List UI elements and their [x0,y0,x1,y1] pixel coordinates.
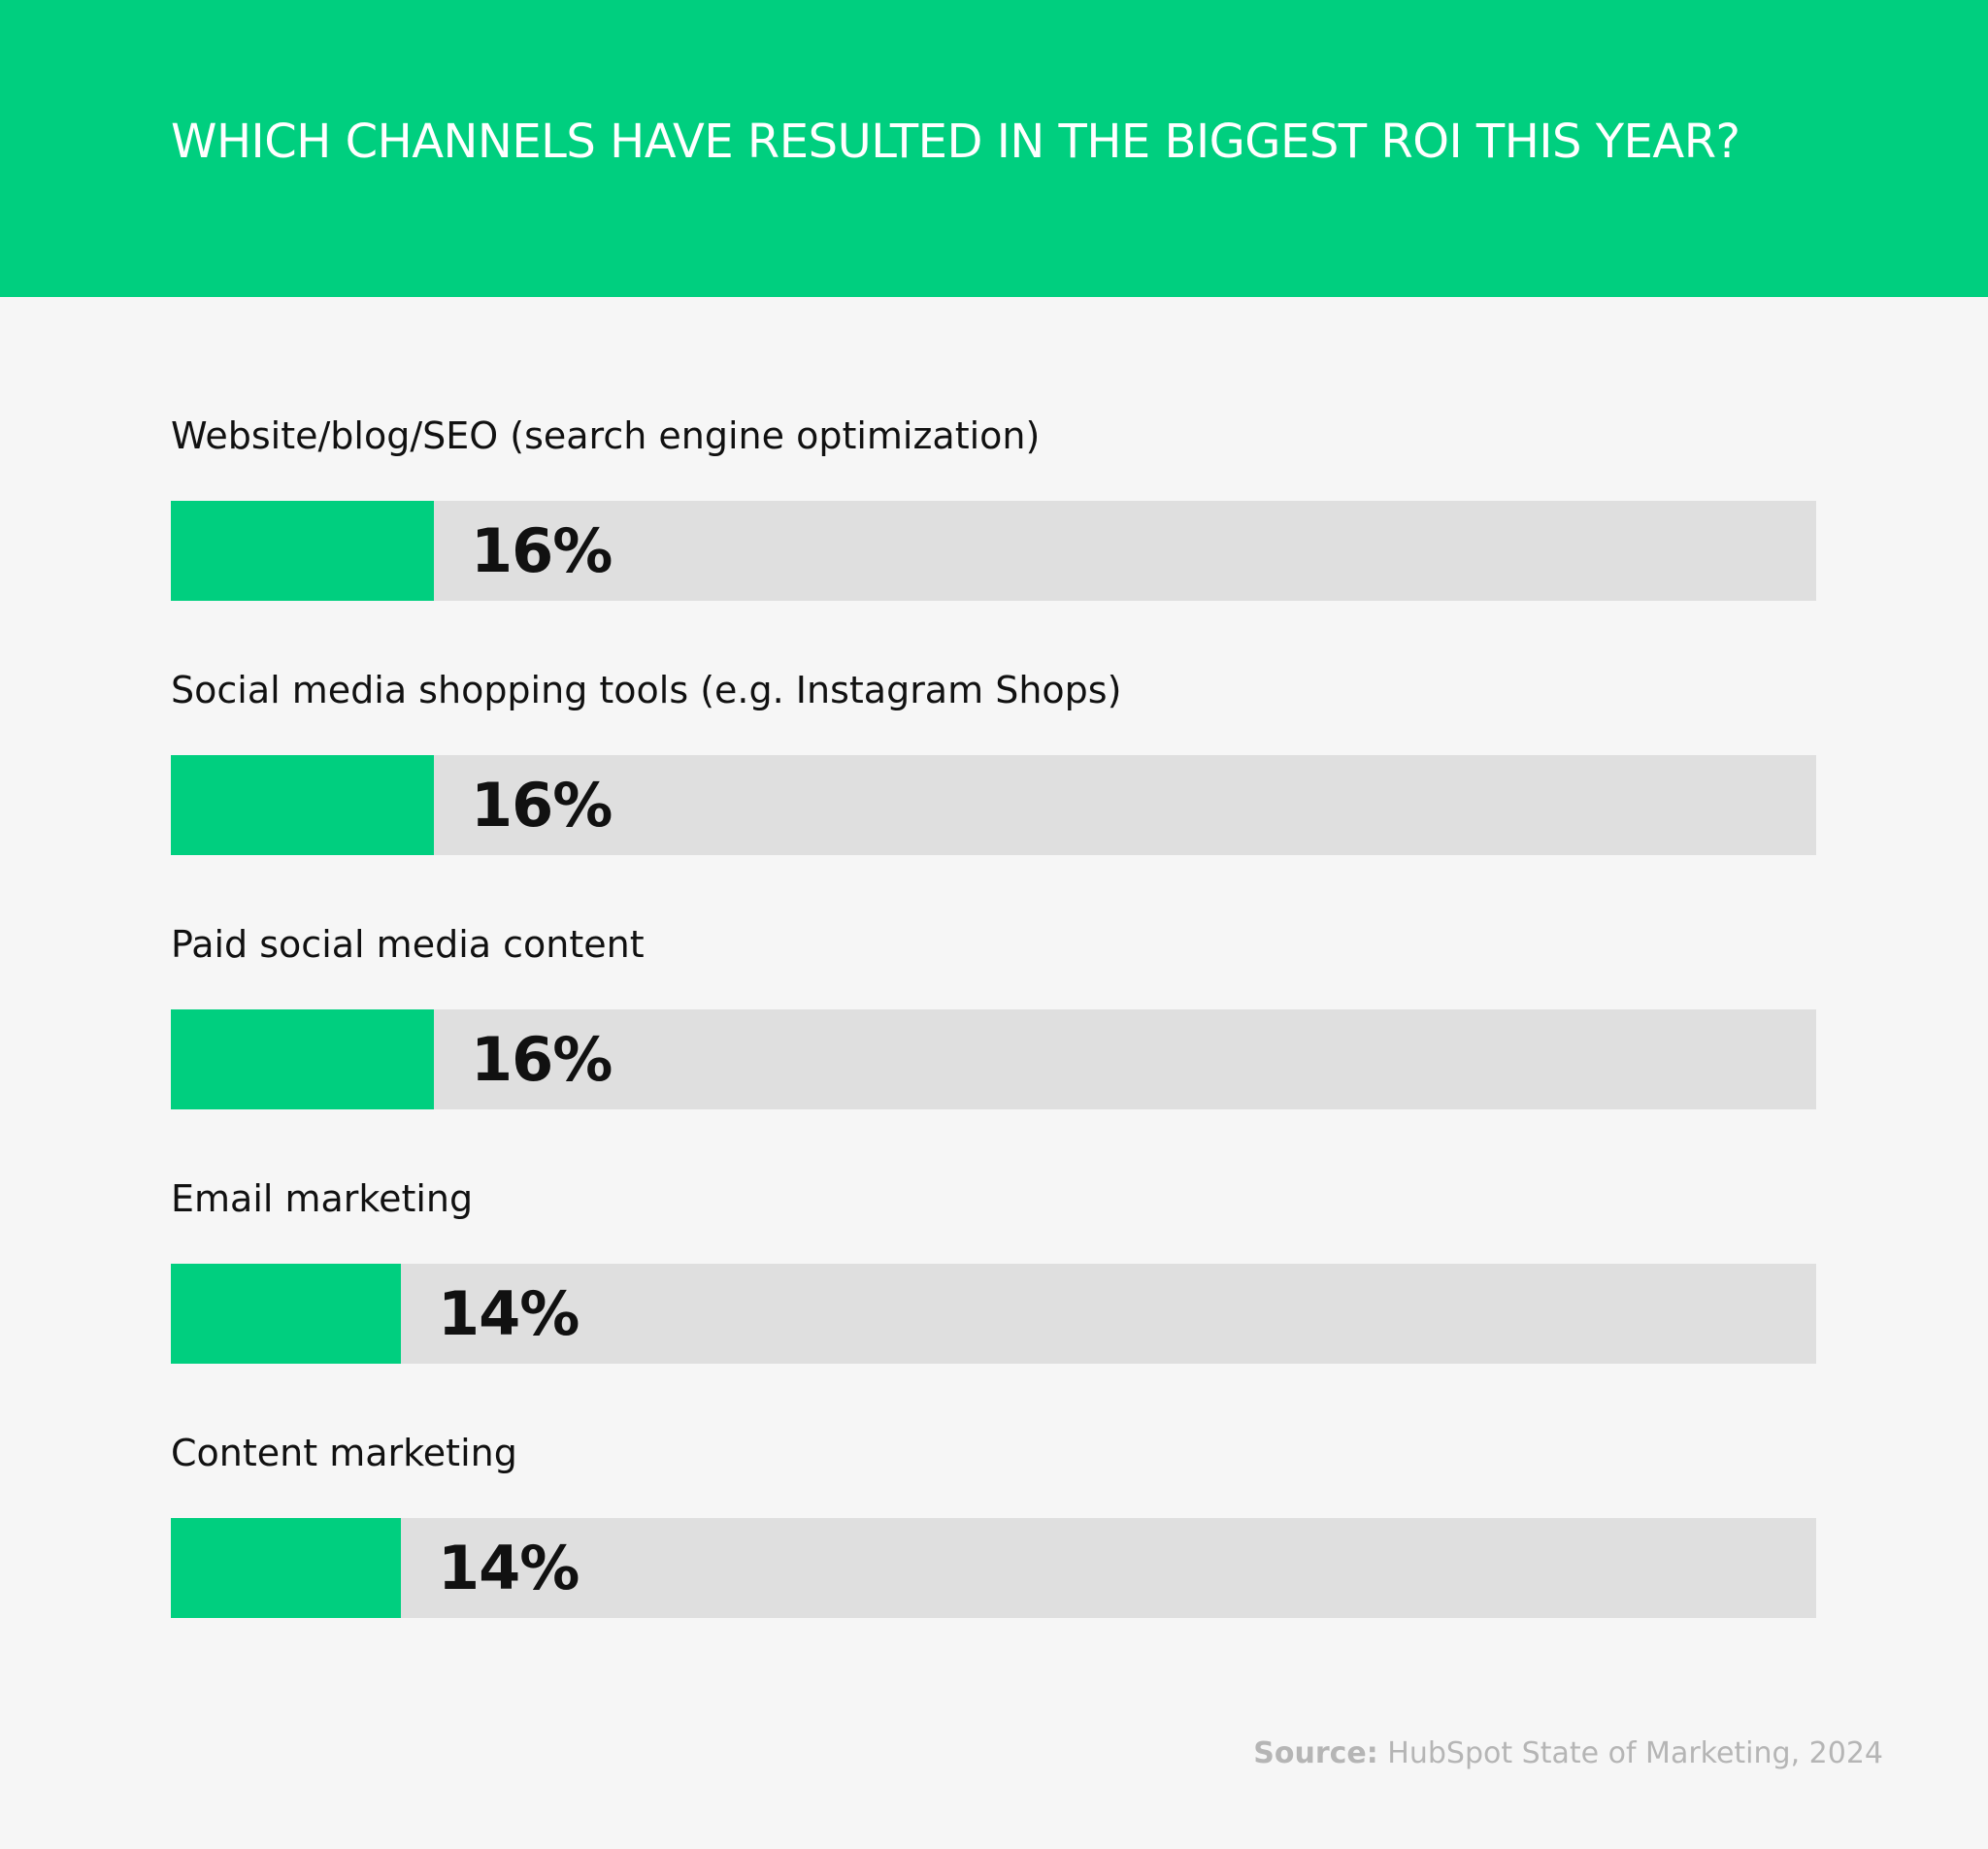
category-label: Social media shopping tools (e.g. Instag… [171,669,1122,711]
bar [171,1264,401,1364]
data-label: 16% [471,1024,613,1095]
bar [171,755,434,855]
bar-track: 16% [171,501,1816,601]
source-prefix: Source: [1253,1736,1378,1770]
bar-track: 16% [171,755,1816,855]
data-label: 14% [438,1278,580,1349]
category-label: Website/blog/SEO (search engine optimiza… [171,414,1041,457]
header-banner: WHICH CHANNELS HAVE RESULTED IN THE BIGG… [0,0,1988,297]
chart-title: WHICH CHANNELS HAVE RESULTED IN THE BIGG… [171,115,1740,169]
bar [171,501,434,601]
bar [171,1518,401,1618]
data-label: 14% [438,1533,580,1603]
data-label: 16% [471,770,613,841]
bar-track: 16% [171,1009,1816,1109]
bar-track: 14% [171,1264,1816,1364]
source-note: Source: HubSpot State of Marketing, 2024 [1253,1736,1883,1770]
bar-track: 14% [171,1518,1816,1618]
category-label: Paid social media content [171,923,645,966]
data-label: 16% [471,515,613,586]
category-label: Content marketing [171,1432,517,1474]
category-label: Email marketing [171,1177,474,1220]
source-text: HubSpot State of Marketing, 2024 [1377,1736,1883,1770]
bar [171,1009,434,1109]
